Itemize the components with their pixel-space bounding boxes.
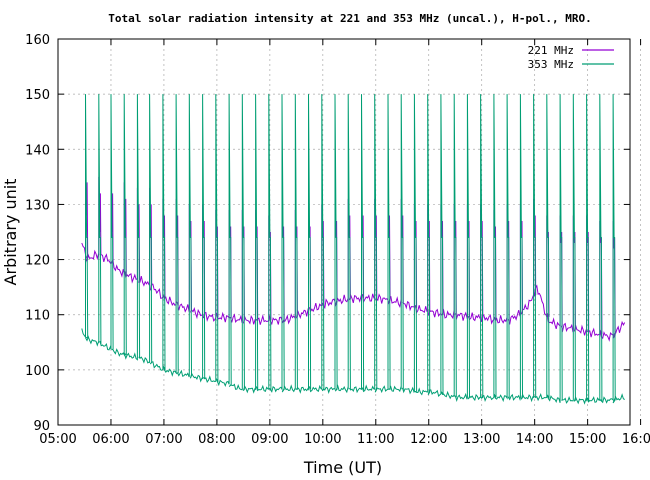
x-axis-label: Time (UT) — [303, 458, 382, 477]
chart-title: Total solar radiation intensity at 221 a… — [108, 12, 591, 25]
x-tick-label: 05:00 — [39, 432, 76, 447]
x-tick-label: 08:00 — [198, 432, 235, 447]
y-tick-label: 150 — [25, 88, 50, 103]
y-tick-label: 130 — [25, 198, 50, 213]
x-tick-label: 06:00 — [92, 432, 129, 447]
series-line-353-mhz — [81, 94, 625, 405]
x-tick-label: 12:00 — [410, 432, 447, 447]
y-tick-label: 110 — [25, 309, 50, 324]
y-tick-label: 160 — [25, 33, 50, 48]
x-tick-label: 10:00 — [304, 432, 341, 447]
y-tick-label: 120 — [25, 254, 50, 269]
x-tick-label: 16:00 — [622, 432, 650, 447]
axis-ticks: 90 100 110 120 130 140 150 160 05:00 06:00 07:00 08… — [25, 33, 650, 447]
y-tick-label: 140 — [25, 143, 50, 158]
y-tick-label: 90 — [33, 419, 50, 434]
grid — [57, 38, 641, 426]
x-tick-label: 15:00 — [569, 432, 606, 447]
chart-marks — [81, 94, 626, 405]
plot-frame — [57, 38, 631, 426]
x-tick-label: 14:00 — [516, 432, 553, 447]
legend-label: 221 MHz — [528, 44, 574, 57]
x-tick-label: 13:00 — [463, 432, 500, 447]
y-tick-label: 100 — [25, 364, 50, 379]
x-tick-label: 11:00 — [357, 432, 394, 447]
legend-label: 353 MHz — [528, 58, 574, 71]
x-tick-label: 07:00 — [145, 432, 182, 447]
y-axis-label: Arbitrary unit — [1, 179, 20, 286]
x-tick-label: 09:00 — [251, 432, 288, 447]
